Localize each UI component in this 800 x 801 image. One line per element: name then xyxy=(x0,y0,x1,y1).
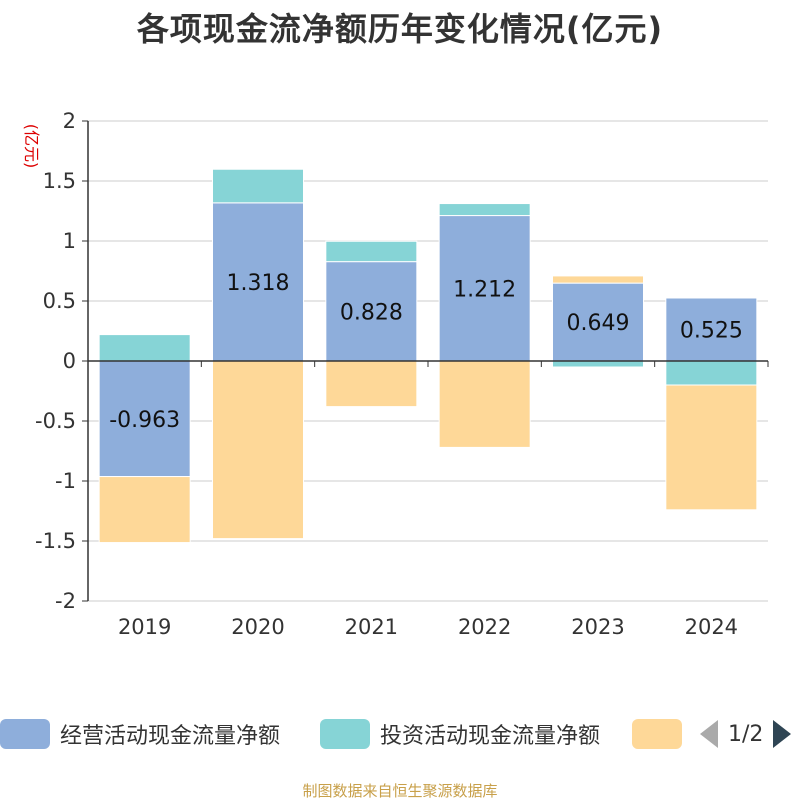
y-tick-label: -1 xyxy=(55,469,76,493)
bar-financing xyxy=(98,476,191,544)
data-label: 0.828 xyxy=(340,300,403,325)
bar-investing xyxy=(98,334,191,362)
data-label: 1.318 xyxy=(227,271,290,296)
bar-financing xyxy=(325,360,418,408)
data-label: -0.963 xyxy=(109,408,180,433)
legend-swatch-operating xyxy=(0,719,50,749)
bar-chart: 2 1.5 1 0.5 0 -0.5 -1 -1.5 -2 (亿元) 2019 2020 2021 202… xyxy=(22,109,769,639)
bar-financing xyxy=(552,275,644,284)
data-label: 0.649 xyxy=(567,311,630,336)
bar-operating xyxy=(98,360,191,478)
legend-item-investing[interactable]: 投资活动现金流量净额 xyxy=(320,716,600,752)
legend-label-investing: 投资活动现金流量净额 xyxy=(380,724,601,749)
y-tick-label: -2 xyxy=(55,589,76,613)
legend: 经营活动现金流量净额 投资活动现金流量净额 1/2 xyxy=(0,716,800,756)
legend-label-operating: 经营活动现金流量净额 xyxy=(60,724,281,749)
legend-swatch-financing xyxy=(632,719,682,749)
x-tick-label: 2020 xyxy=(231,615,284,639)
legend-pager: 1/2 xyxy=(700,716,792,752)
x-tick-label: 2023 xyxy=(571,615,624,639)
data-label: 1.212 xyxy=(453,277,516,302)
legend-page-indicator: 1/2 xyxy=(728,721,764,747)
x-tick-label: 2024 xyxy=(685,615,738,639)
legend-item-financing[interactable] xyxy=(632,716,692,752)
data-label: 0.525 xyxy=(680,319,743,344)
y-tick-label: -0.5 xyxy=(35,409,76,433)
y-tick-label: 0.5 xyxy=(43,289,76,313)
bar-financing xyxy=(665,384,758,511)
bar-financing xyxy=(438,360,531,448)
bar-operating xyxy=(212,202,304,362)
bar-financing xyxy=(212,360,304,540)
data-source: 制图数据来自恒生聚源数据库 xyxy=(302,782,498,800)
y-axis-unit: (亿元) xyxy=(22,124,41,169)
x-tick-label: 2019 xyxy=(118,615,171,639)
legend-swatch-investing xyxy=(320,719,370,749)
y-tick-label: 0 xyxy=(63,349,76,373)
y-tick-label: 1.5 xyxy=(43,169,76,193)
x-tick-label: 2022 xyxy=(458,615,511,639)
legend-item-operating[interactable]: 经营活动现金流量净额 xyxy=(0,716,280,752)
chart-title: 各项现金流净额历年变化情况(亿元) xyxy=(136,10,664,48)
bar-investing xyxy=(552,360,644,368)
bar-investing xyxy=(212,168,304,204)
bar-investing xyxy=(325,240,418,263)
next-page-icon[interactable] xyxy=(773,720,792,748)
y-tick-label: -1.5 xyxy=(35,529,76,553)
y-tick-label: 1 xyxy=(63,229,76,253)
bar-investing xyxy=(438,203,531,217)
bar-operating xyxy=(552,282,644,362)
prev-page-icon[interactable] xyxy=(700,720,718,748)
x-tick-label: 2021 xyxy=(345,615,398,639)
y-tick-label: 2 xyxy=(63,109,76,133)
bar-investing xyxy=(665,360,758,386)
